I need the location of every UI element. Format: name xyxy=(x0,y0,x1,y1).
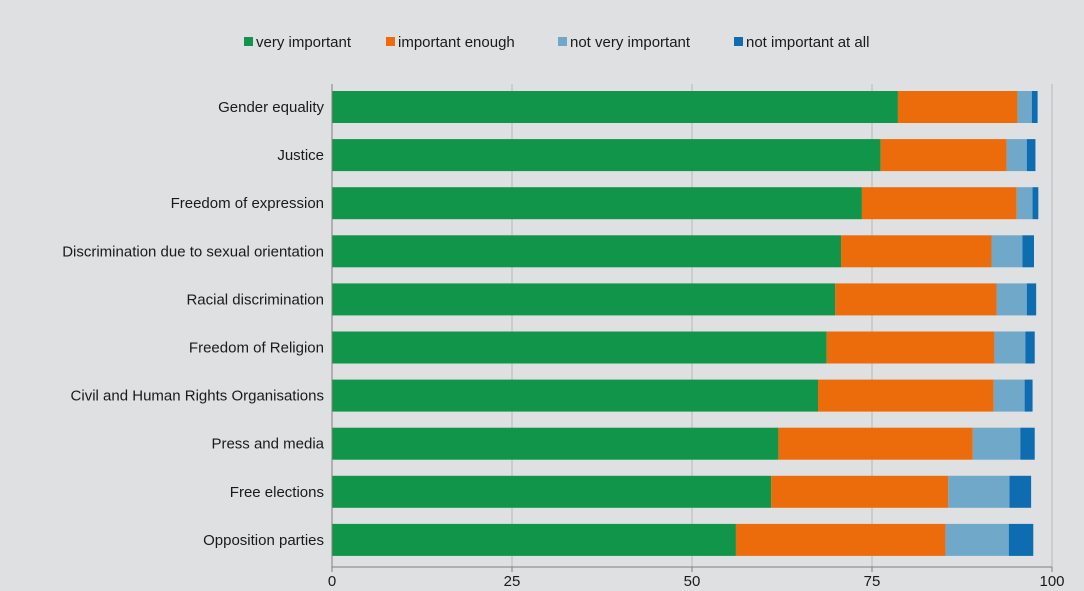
bar-segment xyxy=(332,475,772,508)
legend-swatch xyxy=(244,37,253,46)
bar-segment xyxy=(994,331,1026,364)
category-label: Opposition parties xyxy=(203,532,324,549)
bar-segment xyxy=(332,379,818,412)
category-label: Racial discrimination xyxy=(186,291,324,308)
x-tick-label: 100 xyxy=(1039,573,1064,590)
bar-segment xyxy=(948,475,1010,508)
bar-segment xyxy=(841,235,992,268)
bar-segment xyxy=(991,235,1023,268)
category-label: Discrimination due to sexual orientation xyxy=(62,243,324,260)
legend-swatch xyxy=(734,37,743,46)
bar-segment xyxy=(332,187,862,220)
bar-segment xyxy=(1009,475,1032,508)
bar-segment xyxy=(1020,427,1035,460)
bars xyxy=(332,91,1039,556)
bar-segment xyxy=(993,379,1025,412)
x-tick-label: 75 xyxy=(864,573,881,590)
x-tick-labels: 0 25 50 75 100 xyxy=(328,573,1065,590)
bar-segment xyxy=(1022,235,1034,268)
bar-segment xyxy=(332,235,842,268)
bar-segment xyxy=(778,427,973,460)
bar-segment xyxy=(1016,187,1033,220)
bar-segment xyxy=(996,283,1027,316)
legend-swatch xyxy=(558,37,567,46)
legend-swatch xyxy=(386,37,395,46)
category-labels: Gender equality Justice Freedom of express… xyxy=(62,99,324,549)
legend-label: important enough xyxy=(398,34,515,51)
bar-segment xyxy=(972,427,1021,460)
category-label: Free elections xyxy=(230,484,324,501)
bar-segment xyxy=(735,523,946,556)
bar-segment xyxy=(826,331,995,364)
legend-label: not important at all xyxy=(746,34,869,51)
bar-segment xyxy=(332,331,827,364)
bar-segment xyxy=(332,427,779,460)
bar-segment xyxy=(1031,91,1038,123)
bar-segment xyxy=(1024,379,1033,412)
bar-segment xyxy=(332,523,736,556)
axes xyxy=(331,84,1053,572)
legend: very important important enough not very i… xyxy=(244,34,869,51)
legend-label: not very important xyxy=(570,34,691,51)
bar-segment xyxy=(835,283,997,316)
bar-segment xyxy=(1026,283,1037,316)
bar-segment xyxy=(332,283,836,316)
x-tick-label: 25 xyxy=(504,573,521,590)
bar-segment xyxy=(861,187,1017,220)
x-tick-label: 50 xyxy=(684,573,701,590)
legend-label: very important xyxy=(256,34,352,51)
bar-segment xyxy=(897,91,1018,123)
bar-segment xyxy=(1008,523,1034,556)
category-label: Justice xyxy=(277,147,324,164)
bar-segment xyxy=(945,523,1009,556)
category-label: Freedom of expression xyxy=(171,195,324,212)
category-label: Freedom of Religion xyxy=(189,340,324,357)
bar-segment xyxy=(1025,331,1035,364)
bar-segment xyxy=(332,139,881,172)
category-label: Gender equality xyxy=(218,99,324,116)
bar-segment xyxy=(1032,187,1039,220)
category-label: Press and media xyxy=(211,436,324,453)
category-label: Civil and Human Rights Organisations xyxy=(71,388,324,405)
x-tick-label: 0 xyxy=(328,573,336,590)
bar-segment xyxy=(1006,139,1027,172)
bar-segment xyxy=(332,91,898,123)
bar-segment xyxy=(818,379,994,412)
bar-segment xyxy=(771,475,949,508)
bar-segment xyxy=(1017,91,1032,123)
bar-segment xyxy=(1026,139,1036,172)
bar-segment xyxy=(880,139,1007,172)
